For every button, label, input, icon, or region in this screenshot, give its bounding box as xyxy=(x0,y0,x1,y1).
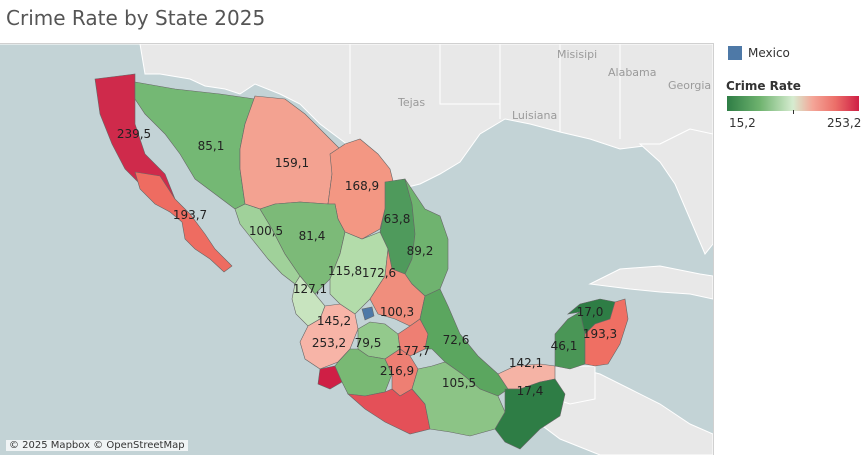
legend-swatch xyxy=(728,46,742,60)
state-value-label: 72,6 xyxy=(443,333,470,347)
state-value-label: 105,5 xyxy=(442,376,476,390)
state-colima[interactable] xyxy=(317,365,343,390)
state-value-label: 145,2 xyxy=(317,314,351,328)
state-value-label: 159,1 xyxy=(275,156,309,170)
state-value-label: 79,5 xyxy=(355,336,382,350)
land-florida xyxy=(638,128,713,255)
legend-item-mexico[interactable]: Mexico xyxy=(722,44,862,62)
state-value-label: 46,1 xyxy=(551,339,578,353)
state-chiapas[interactable] xyxy=(494,378,566,450)
bg-label-alabama: Alabama xyxy=(608,66,657,79)
state-value-label: 253,2 xyxy=(312,336,346,350)
color-legend-tick xyxy=(793,110,794,114)
bg-label-misisipi: Misisipi xyxy=(557,48,597,61)
map-canvas[interactable]: Misisipi Alabama Georgia Tejas Luisiana … xyxy=(0,43,714,455)
map-svg: Misisipi Alabama Georgia Tejas Luisiana … xyxy=(0,44,713,455)
state-value-label: 193,3 xyxy=(583,327,617,341)
state-value-label: 17,4 xyxy=(517,384,544,398)
state-value-label: 216,9 xyxy=(380,364,414,378)
chart-title: Crime Rate by State 2025 xyxy=(6,6,266,30)
state-value-label: 100,5 xyxy=(249,224,283,238)
state-value-label: 85,1 xyxy=(198,139,225,153)
state-value-label: 17,0 xyxy=(577,305,604,319)
state-value-label: 172,6 xyxy=(362,266,396,280)
map-attribution[interactable]: © 2025 Mapbox © OpenStreetMap xyxy=(6,440,188,451)
state-value-label: 142,1 xyxy=(509,356,543,370)
state-oaxaca[interactable] xyxy=(411,361,506,437)
state-value-label: 177,7 xyxy=(396,344,430,358)
category-legend: Mexico xyxy=(722,44,862,62)
state-value-label: 127,1 xyxy=(293,282,327,296)
state-baja-california-sur[interactable] xyxy=(134,171,233,273)
legend-label: Mexico xyxy=(748,46,790,60)
color-legend-title: Crime Rate xyxy=(726,79,801,93)
state-aguascalientes[interactable] xyxy=(361,306,375,321)
state-value-label: 100,3 xyxy=(380,305,414,319)
bg-label-georgia: Georgia xyxy=(668,79,711,92)
color-legend-min: 15,2 xyxy=(729,116,756,130)
color-legend-max: 253,2 xyxy=(827,116,862,130)
us-state-borders xyxy=(349,44,621,139)
state-value-label: 193,7 xyxy=(173,208,207,222)
bg-label-tejas: Tejas xyxy=(397,96,425,109)
state-jalisco[interactable] xyxy=(299,303,359,370)
state-value-label: 239,5 xyxy=(117,127,151,141)
state-michoacan[interactable] xyxy=(334,348,393,397)
state-value-label: 168,9 xyxy=(345,179,379,193)
state-value-label: 63,8 xyxy=(384,212,411,226)
color-legend-gradient xyxy=(727,96,859,111)
state-value-label: 89,2 xyxy=(407,244,434,258)
state-value-label: 81,4 xyxy=(299,229,326,243)
bg-label-luisiana: Luisiana xyxy=(512,109,557,122)
state-value-label: 115,8 xyxy=(328,264,362,278)
land-cuba xyxy=(588,265,713,300)
state-quintana-roo[interactable] xyxy=(584,298,629,367)
